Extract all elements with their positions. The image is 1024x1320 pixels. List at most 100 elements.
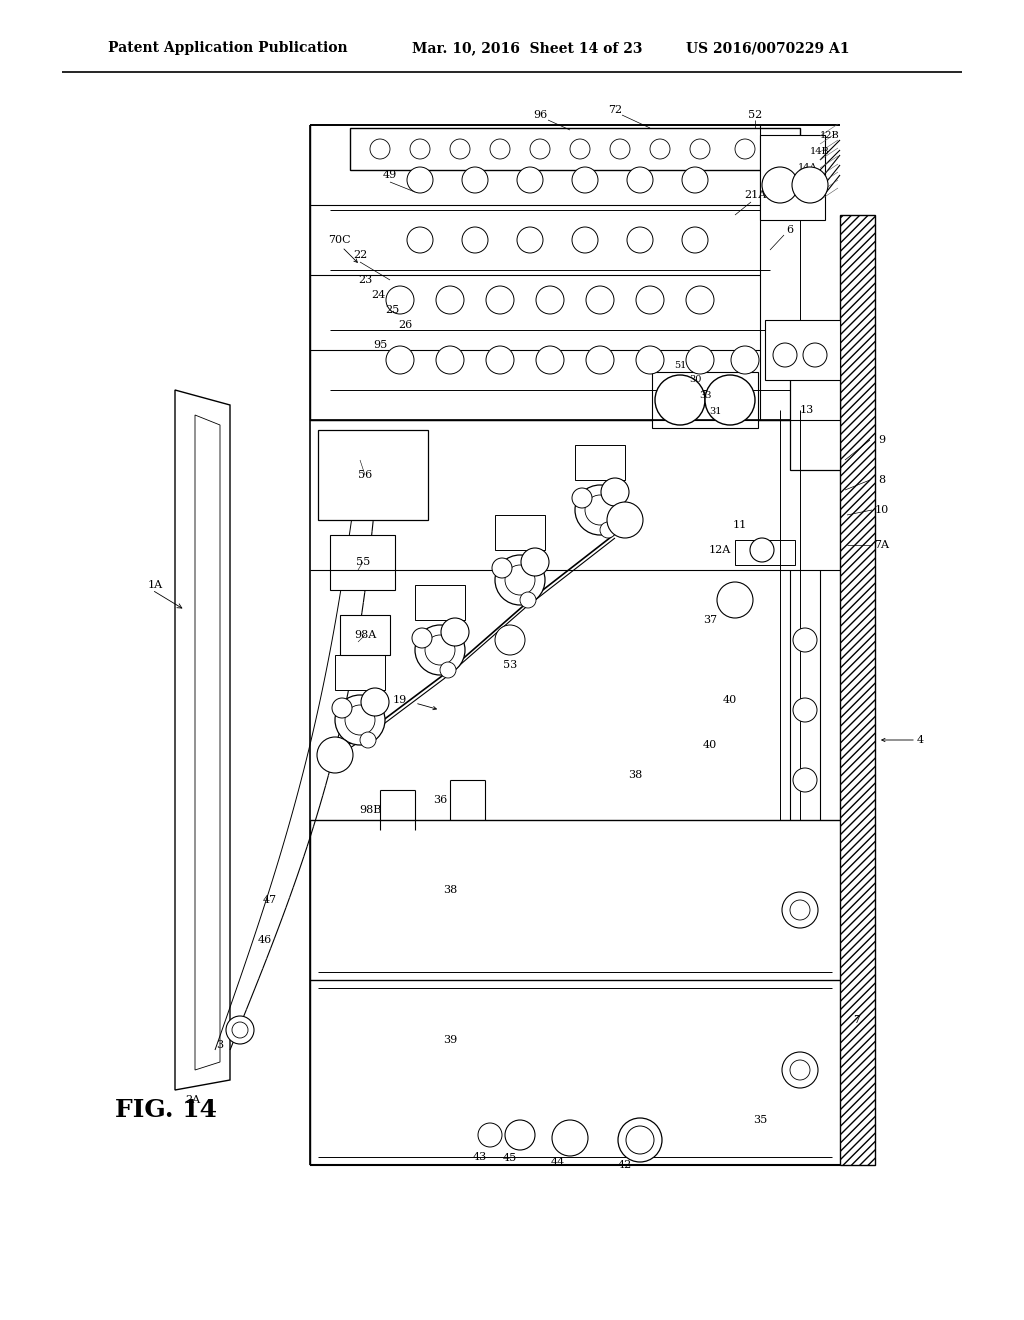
Circle shape [686, 346, 714, 374]
Text: 55: 55 [356, 557, 370, 568]
Text: 38: 38 [628, 770, 642, 780]
Text: 51: 51 [674, 360, 686, 370]
Text: US 2016/0070229 A1: US 2016/0070229 A1 [686, 41, 850, 55]
Text: 43: 43 [473, 1152, 487, 1162]
Circle shape [601, 478, 629, 506]
Circle shape [570, 139, 590, 158]
Text: 44: 44 [551, 1158, 565, 1167]
Circle shape [773, 343, 797, 367]
Circle shape [440, 663, 456, 678]
Text: 7A: 7A [874, 540, 890, 550]
Circle shape [552, 1119, 588, 1156]
Circle shape [386, 346, 414, 374]
Bar [735, 540, 795, 565]
Bar [340, 615, 390, 655]
Text: 14A: 14A [799, 164, 818, 173]
Circle shape [717, 582, 753, 618]
Text: 53: 53 [503, 660, 517, 671]
Circle shape [521, 548, 549, 576]
Circle shape [436, 286, 464, 314]
Circle shape [572, 488, 592, 508]
Circle shape [441, 618, 469, 645]
Circle shape [345, 705, 375, 735]
Circle shape [618, 1118, 662, 1162]
Circle shape [335, 696, 385, 744]
Circle shape [735, 139, 755, 158]
Circle shape [782, 892, 818, 928]
Text: 24: 24 [371, 290, 385, 300]
Circle shape [486, 346, 514, 374]
Circle shape [636, 346, 664, 374]
Text: 4: 4 [916, 735, 924, 744]
Circle shape [600, 521, 616, 539]
Circle shape [572, 227, 598, 253]
Circle shape [536, 286, 564, 314]
Circle shape [650, 139, 670, 158]
Circle shape [572, 168, 598, 193]
Circle shape [425, 635, 455, 665]
Text: 1A: 1A [148, 579, 163, 590]
Text: 98B: 98B [358, 805, 381, 814]
Text: 47: 47 [263, 895, 278, 906]
Circle shape [520, 591, 536, 609]
Text: 9: 9 [879, 436, 886, 445]
Circle shape [517, 227, 543, 253]
Circle shape [731, 346, 759, 374]
Circle shape [317, 737, 353, 774]
Bar [652, 372, 758, 428]
Text: 40: 40 [702, 741, 717, 750]
Circle shape [486, 286, 514, 314]
Circle shape [610, 139, 630, 158]
Text: 56: 56 [357, 470, 372, 480]
Circle shape [412, 628, 432, 648]
Text: 8: 8 [879, 475, 886, 484]
Text: 30: 30 [689, 375, 701, 384]
Text: 12B: 12B [820, 131, 840, 140]
Text: 45: 45 [503, 1152, 517, 1163]
Text: 26: 26 [398, 319, 412, 330]
Circle shape [636, 286, 664, 314]
Text: 36: 36 [433, 795, 447, 805]
Circle shape [762, 168, 798, 203]
Circle shape [793, 698, 817, 722]
Circle shape [517, 168, 543, 193]
Circle shape [490, 139, 510, 158]
Circle shape [705, 375, 755, 425]
Circle shape [462, 168, 488, 193]
Circle shape [793, 768, 817, 792]
Text: 3: 3 [216, 1040, 223, 1049]
Text: 13: 13 [800, 405, 814, 414]
Text: 21A: 21A [743, 190, 766, 201]
Bar [840, 215, 874, 1166]
Circle shape [505, 1119, 535, 1150]
Circle shape [232, 1022, 248, 1038]
Text: 49: 49 [383, 170, 397, 180]
Text: 52: 52 [748, 110, 762, 120]
Circle shape [586, 346, 614, 374]
Bar [760, 135, 825, 220]
Text: 25: 25 [385, 305, 399, 315]
Text: 19: 19 [393, 696, 408, 705]
Circle shape [586, 286, 614, 314]
Circle shape [332, 698, 352, 718]
Text: 40: 40 [723, 696, 737, 705]
Bar [495, 515, 545, 550]
Bar [575, 445, 625, 480]
Text: 6: 6 [786, 224, 794, 235]
Circle shape [536, 346, 564, 374]
Circle shape [803, 343, 827, 367]
Text: 11: 11 [733, 520, 748, 531]
Circle shape [462, 227, 488, 253]
Text: 31: 31 [710, 408, 722, 417]
Circle shape [782, 1052, 818, 1088]
Circle shape [790, 1060, 810, 1080]
Circle shape [361, 688, 389, 715]
Circle shape [436, 346, 464, 374]
Text: Patent Application Publication: Patent Application Publication [108, 41, 347, 55]
Circle shape [495, 624, 525, 655]
Bar [350, 128, 800, 170]
Circle shape [607, 502, 643, 539]
Circle shape [505, 565, 535, 595]
Circle shape [407, 168, 433, 193]
Text: FIG. 14: FIG. 14 [115, 1098, 217, 1122]
